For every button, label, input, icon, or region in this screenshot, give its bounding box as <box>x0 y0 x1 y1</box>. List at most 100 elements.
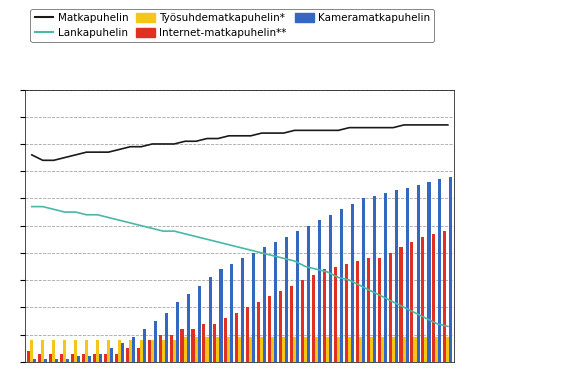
Bar <box>344 264 348 362</box>
Bar <box>93 354 96 362</box>
Bar <box>439 179 442 362</box>
Bar <box>380 337 384 362</box>
Bar <box>384 193 387 362</box>
Bar <box>151 340 154 362</box>
Bar <box>249 337 252 362</box>
Bar <box>71 354 74 362</box>
Bar <box>285 236 288 362</box>
Bar <box>205 337 209 362</box>
Bar <box>252 253 255 362</box>
Bar <box>82 354 85 362</box>
Bar <box>413 337 416 362</box>
Bar <box>217 337 219 362</box>
Bar <box>356 261 358 362</box>
Bar <box>49 354 52 362</box>
Bar <box>241 258 245 362</box>
Bar <box>392 337 394 362</box>
Bar <box>351 204 354 362</box>
Bar <box>394 190 398 362</box>
Bar <box>176 302 179 362</box>
Bar <box>66 359 69 362</box>
Bar <box>301 280 304 362</box>
Bar <box>425 337 427 362</box>
Bar <box>378 258 380 362</box>
Bar <box>323 269 326 362</box>
Bar <box>337 337 340 362</box>
Bar <box>154 321 157 362</box>
Bar <box>203 324 205 362</box>
Bar <box>290 286 293 362</box>
Bar <box>88 356 91 362</box>
Bar <box>307 226 310 362</box>
Bar <box>183 337 187 362</box>
Bar <box>411 242 413 362</box>
Bar <box>140 340 143 362</box>
Bar <box>447 337 449 362</box>
Bar <box>274 242 277 362</box>
Bar <box>104 354 107 362</box>
Bar <box>85 340 88 362</box>
Bar <box>77 356 80 362</box>
Bar <box>373 196 376 362</box>
Bar <box>315 337 318 362</box>
Bar <box>268 297 271 362</box>
Bar <box>107 340 110 362</box>
Bar <box>238 337 241 362</box>
Bar <box>389 253 392 362</box>
Bar <box>271 337 274 362</box>
Bar <box>60 354 63 362</box>
Bar <box>110 348 113 362</box>
Bar <box>30 340 33 362</box>
Bar <box>416 185 420 362</box>
Bar <box>162 340 165 362</box>
Bar <box>129 340 132 362</box>
Bar <box>246 307 249 362</box>
Bar <box>44 359 47 362</box>
Bar <box>99 354 102 362</box>
Bar <box>213 324 217 362</box>
Bar <box>257 302 260 362</box>
Bar <box>173 340 176 362</box>
Bar <box>126 348 129 362</box>
Bar <box>219 269 223 362</box>
Bar <box>38 354 41 362</box>
Bar <box>195 337 197 362</box>
Bar <box>96 340 99 362</box>
Bar <box>227 337 231 362</box>
Bar <box>326 337 329 362</box>
Bar <box>443 231 447 362</box>
Bar <box>260 337 263 362</box>
Bar <box>191 329 195 362</box>
Bar <box>137 348 140 362</box>
Bar <box>334 266 337 362</box>
Bar <box>340 209 343 362</box>
Bar <box>55 359 58 362</box>
Bar <box>402 337 406 362</box>
Bar <box>197 286 201 362</box>
Bar <box>282 337 285 362</box>
Bar <box>293 337 296 362</box>
Bar <box>421 236 425 362</box>
Bar <box>169 335 173 362</box>
Bar <box>74 340 77 362</box>
Bar <box>362 198 365 362</box>
Bar <box>296 231 299 362</box>
Bar <box>118 340 121 362</box>
Bar <box>329 215 332 362</box>
Bar <box>148 340 151 362</box>
Bar <box>209 278 211 362</box>
Bar <box>370 337 373 362</box>
Bar <box>348 337 351 362</box>
Bar <box>115 354 118 362</box>
Bar <box>427 182 430 362</box>
Bar <box>121 343 124 362</box>
Bar <box>433 234 435 362</box>
Bar <box>33 359 36 362</box>
Bar <box>63 340 66 362</box>
Bar <box>235 313 238 362</box>
Bar <box>181 329 183 362</box>
Bar <box>41 340 44 362</box>
Bar <box>399 247 402 362</box>
Bar <box>449 177 452 362</box>
Bar <box>27 351 30 362</box>
